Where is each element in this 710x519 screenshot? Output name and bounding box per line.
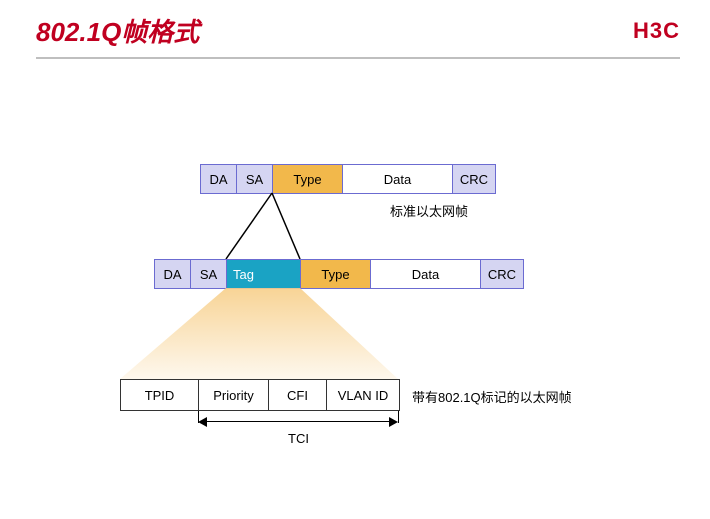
field-crc: CRC xyxy=(481,260,523,288)
field-da: DA xyxy=(155,260,191,288)
tci-label: TCI xyxy=(288,431,309,446)
brand-logo: H3C xyxy=(633,18,680,44)
standard-frame-row: DASATypeDataCRC xyxy=(200,164,496,194)
tci-arrow-line xyxy=(202,421,394,422)
field-priority: Priority xyxy=(199,380,269,410)
field-sa: SA xyxy=(237,165,273,193)
field-type: Type xyxy=(301,260,371,288)
field-type: Type xyxy=(273,165,343,193)
field-da: DA xyxy=(201,165,237,193)
standard-frame-caption: 标准以太网帧 xyxy=(390,201,468,220)
field-data: Data xyxy=(343,165,453,193)
field-tpid: TPID xyxy=(121,380,199,410)
field-vlan-id: VLAN ID xyxy=(327,380,399,410)
tci-arrow-left xyxy=(198,417,207,427)
field-sa: SA xyxy=(191,260,227,288)
tagged-frame-caption: 带有802.1Q标记的以太网帧 xyxy=(412,387,572,406)
field-data: Data xyxy=(371,260,481,288)
tag-detail-row: TPIDPriorityCFIVLAN ID xyxy=(120,379,400,411)
tagged-frame-row: DASATagTypeDataCRC xyxy=(154,259,524,289)
field-cfi: CFI xyxy=(269,380,327,410)
field-crc: CRC xyxy=(453,165,495,193)
page-title: 802.1Q帧格式 xyxy=(36,12,199,49)
diagram-stage: DASATypeDataCRC 标准以太网帧 DASATagTypeDataCR… xyxy=(0,59,710,499)
tci-arrow-right xyxy=(389,417,398,427)
field-tag: Tag xyxy=(227,260,301,288)
tci-tick-right xyxy=(398,411,399,423)
